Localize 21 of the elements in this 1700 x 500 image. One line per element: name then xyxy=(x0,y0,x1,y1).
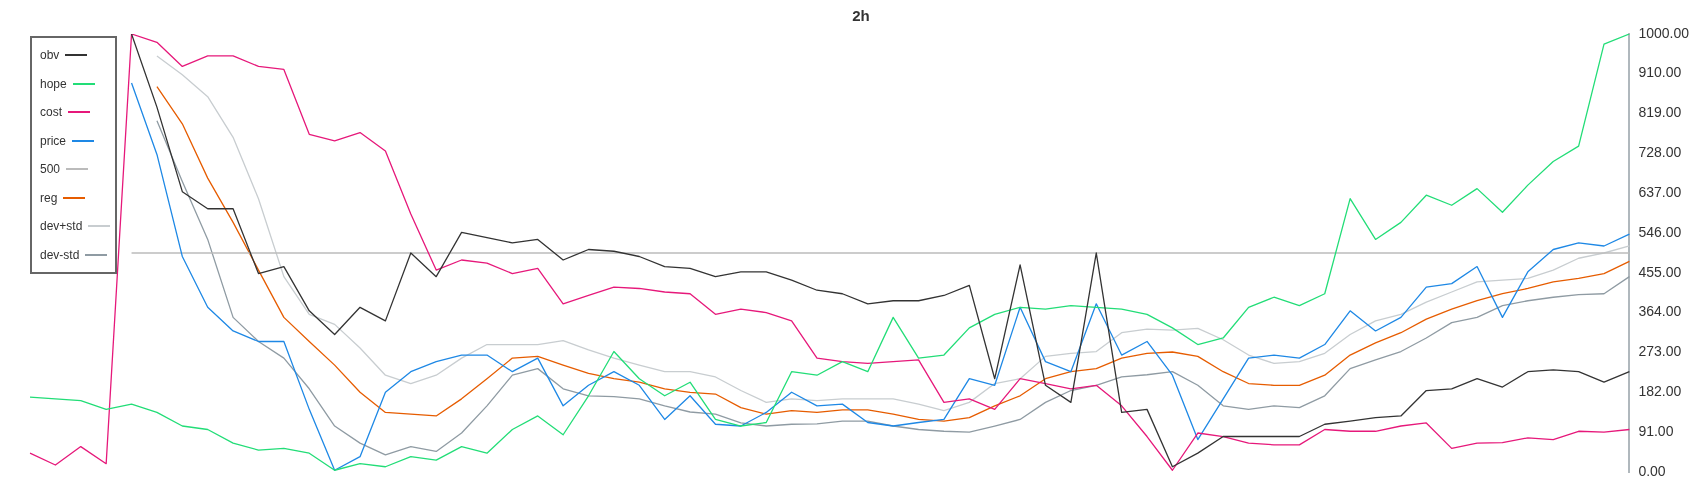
y-tick-label: 910.00 xyxy=(1638,64,1682,81)
y-tick-label: 546.00 xyxy=(1638,223,1682,240)
legend-label: 500 xyxy=(40,162,61,177)
legend-label: hope xyxy=(40,76,67,91)
y-tick-label: 637.00 xyxy=(1638,183,1682,200)
legend-label: price xyxy=(40,133,67,148)
legend-label: dev-std xyxy=(40,247,80,262)
y-tick-label: 0.00 xyxy=(1638,462,1666,479)
y-tick-label: 364.00 xyxy=(1638,303,1682,320)
y-tick-label: 273.00 xyxy=(1638,343,1682,360)
y-tick-label: 728.00 xyxy=(1638,144,1682,160)
y-tick-label: 1000.00 xyxy=(1638,24,1690,41)
y-tick-label: 91.00 xyxy=(1638,423,1674,439)
legend-label: cost xyxy=(40,105,63,120)
chart-title: 2h xyxy=(852,7,870,25)
legend-label: reg xyxy=(40,190,58,205)
y-tick-label: 455.00 xyxy=(1638,263,1682,280)
y-tick-label: 819.00 xyxy=(1638,104,1682,121)
legend-label: dev+std xyxy=(40,219,83,234)
y-tick-label: 182.00 xyxy=(1638,383,1682,400)
legend-label: obv xyxy=(40,48,60,63)
